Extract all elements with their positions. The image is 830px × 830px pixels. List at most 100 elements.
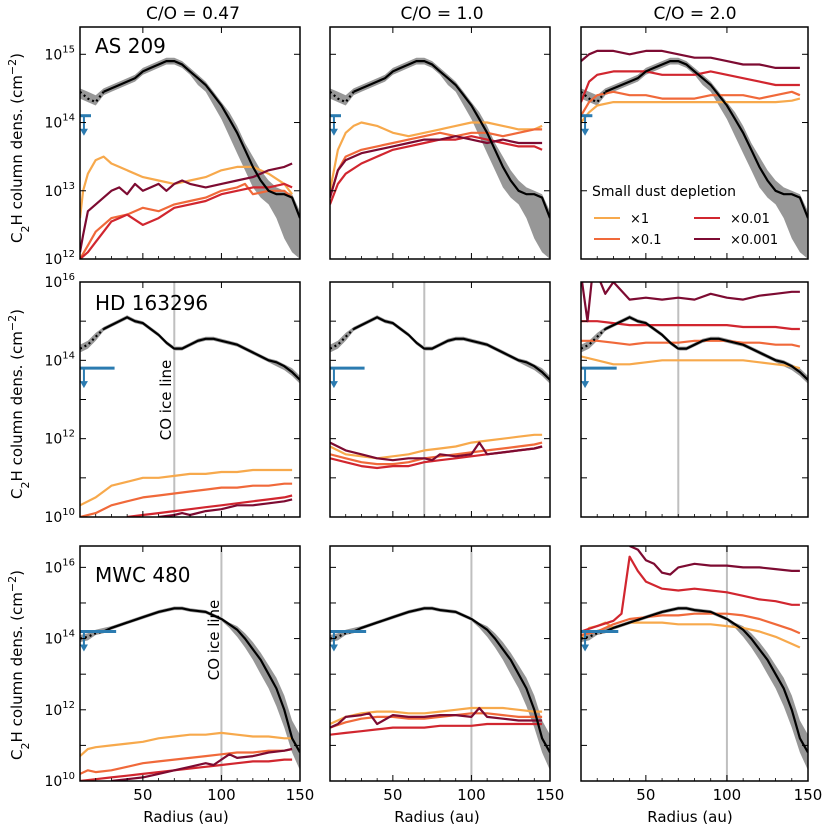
y-tick-label: 1012 [44, 249, 75, 268]
y-tick-label: 1013 [44, 181, 75, 200]
panel-frame [79, 26, 301, 260]
panel-plot-area [330, 546, 550, 781]
x-tick-label: 50 [636, 786, 655, 804]
panel-plot-area [80, 57, 300, 259]
series-line-0-1 [581, 90, 801, 117]
y-tick-label: 1012 [44, 700, 75, 719]
y-tick-exponent: 16 [62, 272, 75, 283]
upper-limit-arrow [329, 644, 338, 652]
panel-plot-area [330, 282, 550, 517]
legend-label-x0.1: ×0.1 [630, 233, 662, 248]
y-tick-exponent: 14 [62, 113, 75, 124]
ice-line-label-text: CO ice line [205, 600, 223, 681]
panel-as-209-c-o-0-47: 1012 1013 1014 1015 [44, 26, 301, 268]
panel-plot-area [80, 282, 300, 517]
panel-frame [580, 26, 809, 260]
panel-mwc-480-c-o-2-0: 50 100 150 [580, 545, 822, 804]
series-line-0-01 [330, 135, 543, 205]
y-tick-exponent: 14 [62, 350, 75, 361]
series-line-0-1 [581, 612, 801, 637]
panel-plot-area [581, 49, 808, 259]
observed-line-dotted [581, 328, 607, 350]
y-axis-label-row2: C2H column dens. (cm−2) [6, 309, 32, 499]
upper-limit-arrow [79, 128, 88, 136]
row-label-hd163296: HD 163296 [95, 291, 208, 315]
observed-uncertainty-band [80, 315, 300, 384]
observed-line [103, 316, 300, 381]
x-axis-label-col2: Radius (au) [394, 808, 479, 826]
series-line-0-001 [158, 498, 293, 517]
panel-hd-163296-c-o-1-0 [329, 281, 551, 518]
x-axis-label-col1: Radius (au) [143, 808, 228, 826]
y-tick-label: 1010 [44, 771, 75, 790]
x-tick-label: 150 [536, 786, 565, 804]
observed-uncertainty-band [330, 606, 550, 771]
x-tick-label: 100 [207, 786, 236, 804]
series-line-0-1 [330, 441, 543, 466]
upper-limit-arrow [329, 381, 338, 389]
series-line-0-001 [111, 747, 293, 781]
observed-line [604, 316, 808, 381]
observed-uncertainty-band [330, 315, 550, 384]
series-line-1 [581, 97, 801, 124]
upper-limit-arrow [329, 128, 338, 136]
series-line-0-01 [126, 494, 293, 517]
column-title-co-0.47: C/O = 0.47 [146, 4, 240, 24]
series-line-1 [330, 121, 543, 192]
y-tick-exponent: 12 [62, 429, 75, 440]
x-tick-label: 100 [457, 786, 486, 804]
observed-line [103, 59, 300, 219]
panel-frame [580, 281, 809, 518]
y-tick-label: 1014 [44, 350, 75, 369]
series-line-0-1 [80, 747, 293, 775]
observed-line [353, 59, 550, 219]
y-axis-label-row3: C2H column dens. (cm−2) [6, 570, 32, 760]
observed-line [604, 607, 808, 754]
series-line-1 [330, 433, 543, 460]
observed-line [353, 316, 550, 381]
y-axis-label-row1: C2H column dens. (cm−2) [6, 53, 32, 243]
series-line-0-01 [330, 722, 543, 736]
observed-line [353, 607, 550, 754]
panel-frame [79, 281, 301, 518]
y-tick-exponent: 12 [62, 249, 75, 260]
x-tick-label: 150 [286, 786, 315, 804]
row-label-as209: AS 209 [95, 34, 166, 58]
panel-plot-area [330, 57, 550, 259]
y-tick-exponent: 14 [62, 629, 75, 640]
y-tick-exponent: 16 [62, 557, 75, 568]
series-line-0-001 [581, 49, 800, 70]
y-tick-exponent: 15 [62, 44, 75, 55]
y-tick-label: 1010 [44, 507, 75, 526]
series-line-1 [330, 706, 543, 726]
y-axis-label: C2H column dens. (cm−2) [6, 53, 32, 243]
y-tick-label: 1012 [44, 429, 75, 448]
upper-limit-arrow [581, 644, 590, 652]
y-axis-label: C2H column dens. (cm−2) [6, 309, 32, 499]
series-line-0-1 [581, 339, 801, 348]
y-tick-label: 1015 [44, 44, 75, 63]
legend-label-x0.01: ×0.01 [730, 212, 770, 227]
x-axis-label-col3: Radius (au) [647, 808, 732, 826]
observed-line [103, 607, 300, 754]
series-line-1 [80, 468, 293, 507]
y-tick-exponent: 10 [62, 771, 75, 782]
series-line-0-1 [330, 128, 543, 198]
ice-line-label-mwc480: CO ice line [205, 600, 223, 681]
panel-as-209-c-o-2-0 [580, 26, 809, 260]
legend-label-x1: ×1 [630, 212, 649, 227]
x-tick-label: 50 [133, 786, 152, 804]
series-line-0-01 [581, 320, 800, 331]
series-line-0-01 [80, 758, 293, 781]
observed-line-dotted [330, 90, 355, 104]
legend: Small dust depletion ×1 ×0.1 ×0.01 ×0.00… [592, 184, 778, 248]
panel-hd-163296-c-o-2-0 [580, 281, 809, 518]
panel-mwc-480-c-o-1-0: 50 100 150 [329, 545, 565, 804]
x-tick-label: 50 [383, 786, 402, 804]
observed-line-dotted [581, 90, 607, 104]
series-line-0-1 [80, 182, 293, 259]
row-label-mwc480: MWC 480 [95, 563, 191, 587]
